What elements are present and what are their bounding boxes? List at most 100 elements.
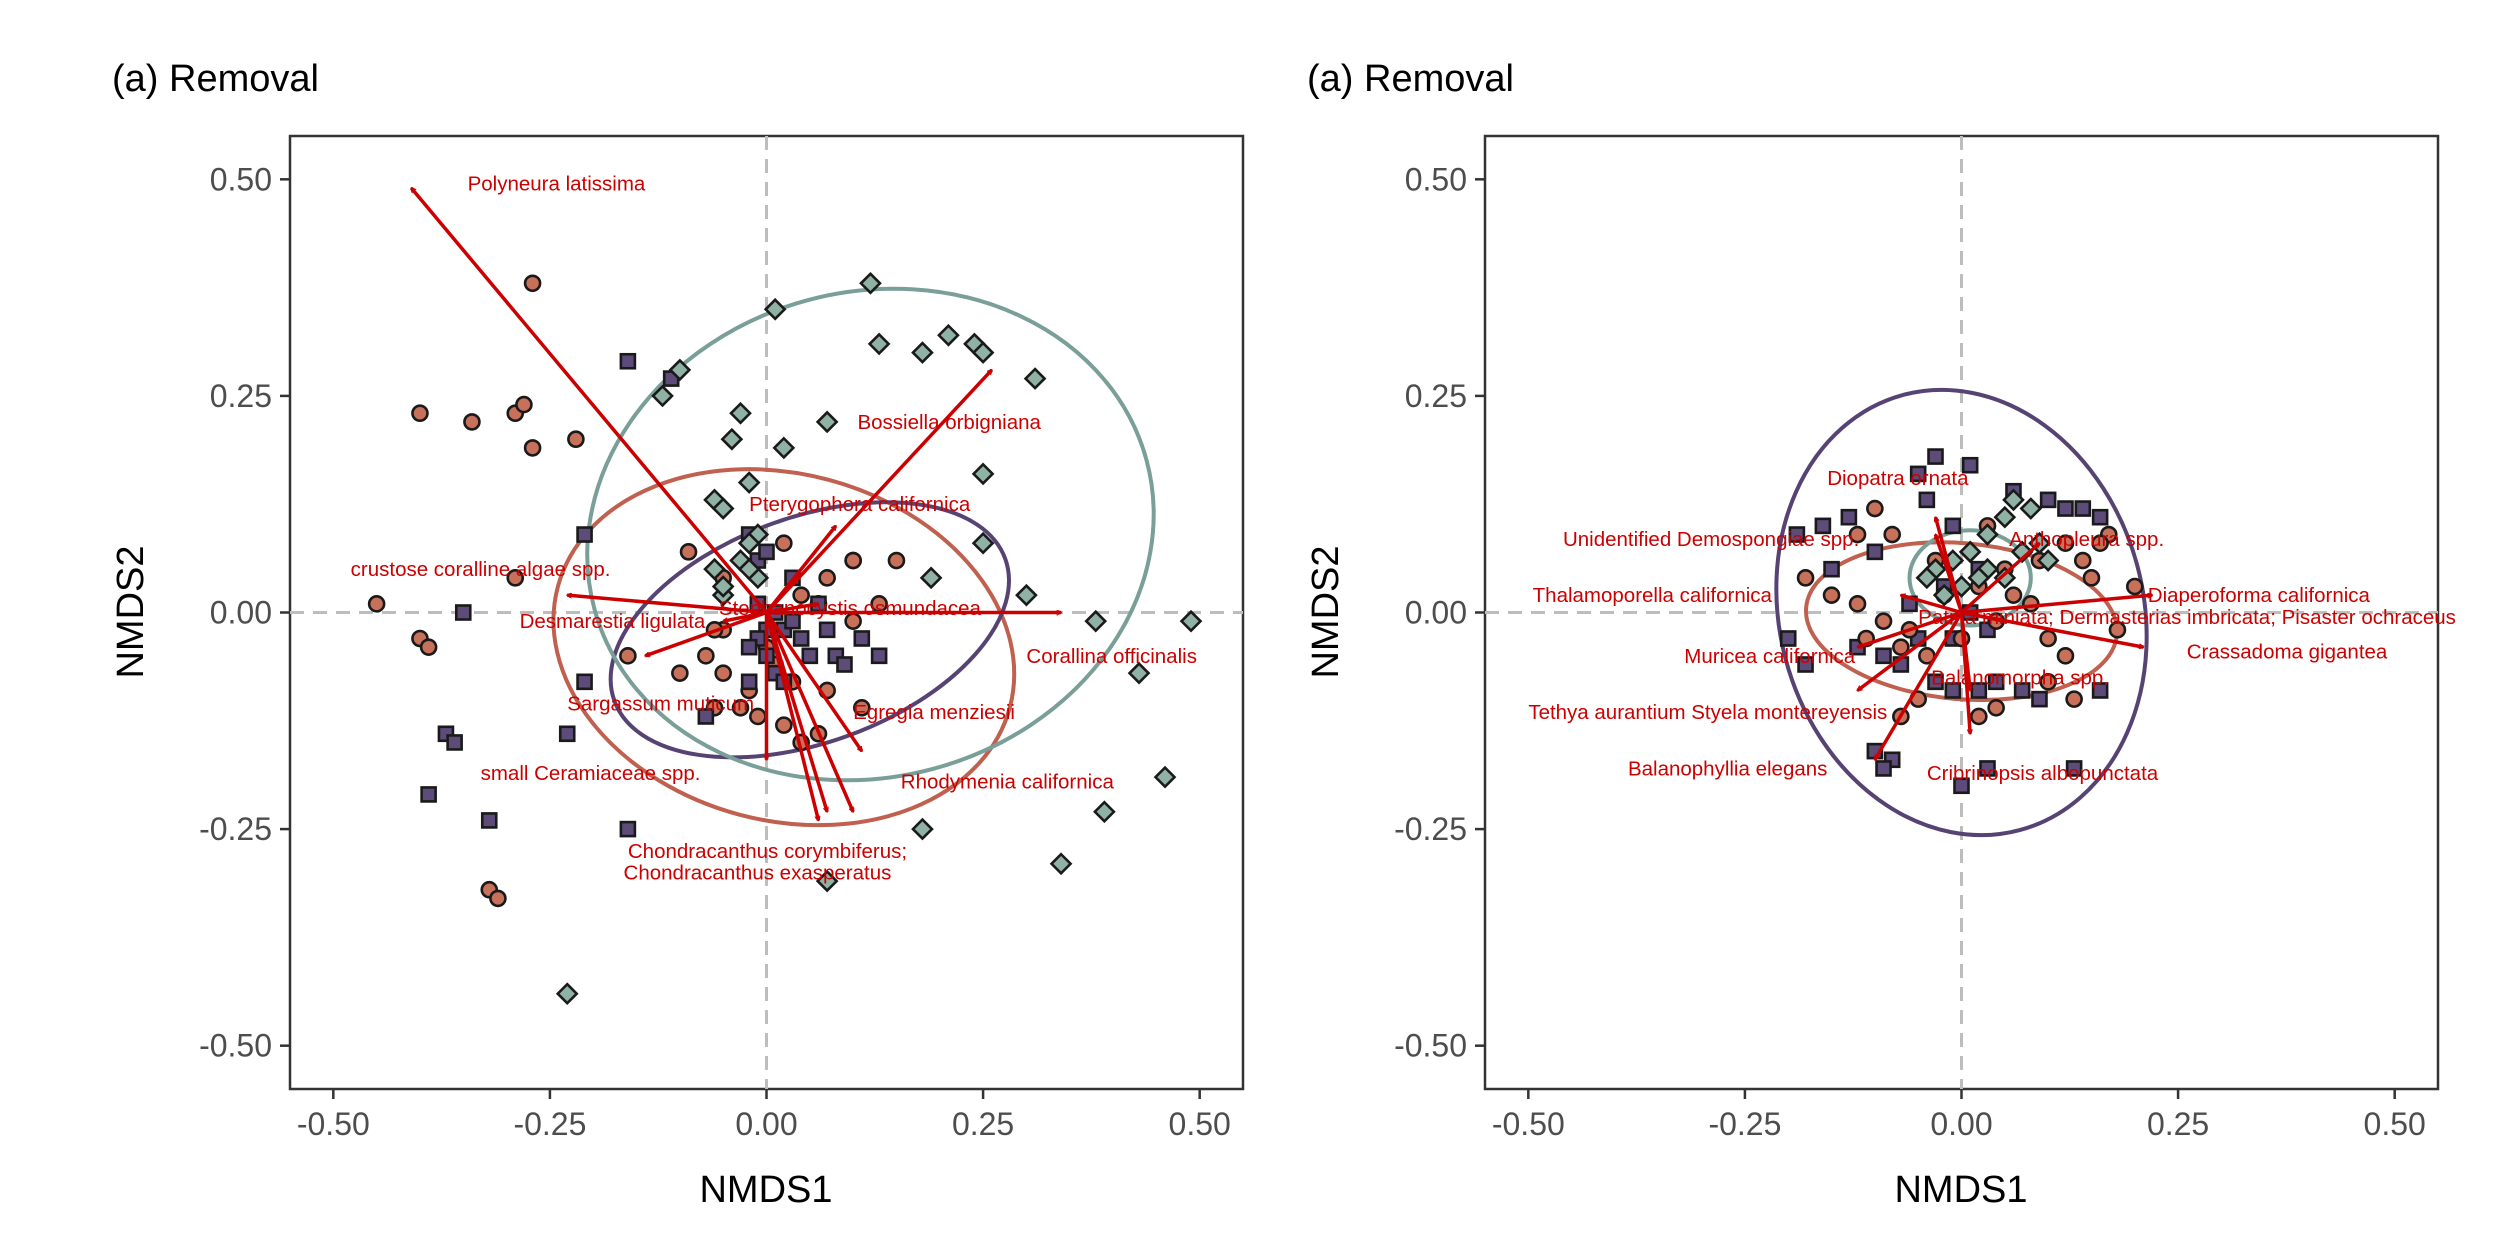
data-point-circle	[1970, 707, 1988, 726]
panel-left-x-axis-title: NMDS1	[699, 1169, 832, 1211]
data-point-circle	[714, 664, 732, 682]
species-vector-arrow	[764, 611, 855, 812]
data-point-circle	[2056, 534, 2075, 552]
data-point-circle	[2039, 673, 2057, 691]
data-point-diamond	[1179, 609, 1203, 633]
data-point-square	[1961, 456, 1979, 474]
species-vector-label: Unidentified Demospongiae spp.	[1563, 528, 1859, 551]
data-point-circle	[2108, 621, 2127, 639]
data-point-diamond	[711, 575, 735, 598]
data-point-square	[2065, 760, 2083, 777]
species-vector-arrow	[765, 370, 992, 614]
data-point-diamond	[651, 384, 674, 408]
data-point-diamond	[2010, 540, 2034, 564]
data-point-diamond	[867, 332, 891, 356]
data-point-circle	[367, 595, 386, 613]
x-tick-label: -0.50	[1492, 1106, 1565, 1142]
data-point-square	[697, 708, 715, 725]
species-vector-arrow	[1901, 595, 1962, 615]
data-point-circle	[679, 543, 698, 561]
data-point-diamond	[2036, 549, 2060, 572]
data-point-diamond	[1153, 765, 1177, 789]
data-point-diamond	[911, 817, 934, 841]
data-point-square	[480, 812, 498, 829]
species-vector-arrow	[765, 611, 864, 752]
data-point-square	[792, 630, 810, 647]
data-point-square	[2039, 491, 2057, 509]
y-tick-label: 0.25	[1405, 378, 1467, 414]
data-point-square	[1823, 560, 1840, 578]
confidence-ellipse-circle-group	[551, 467, 1017, 828]
species-vector-arrow	[1959, 612, 1971, 734]
panel-left-arrows	[409, 188, 1061, 820]
species-vector-arrow	[764, 611, 828, 812]
species-vector-label: Bossiella orbigniana	[857, 411, 1041, 434]
data-point-circle	[818, 569, 836, 587]
data-point-diamond	[711, 497, 735, 520]
data-point-circle	[775, 716, 793, 734]
data-point-circle	[489, 889, 507, 908]
species-vector-arrow	[1960, 543, 2040, 614]
data-point-square	[870, 647, 888, 665]
y-tick-label: 0.50	[1405, 161, 1467, 197]
x-tick-label: 0.25	[952, 1106, 1014, 1142]
data-point-circle	[515, 395, 533, 414]
species-vector-label: Sargassum muticum	[567, 692, 754, 715]
data-point-square	[2091, 682, 2109, 699]
data-point-circle	[844, 551, 862, 570]
data-point-circle	[2082, 569, 2101, 587]
species-vector-label: Chondracanthus exasperatus	[624, 861, 892, 884]
data-point-diamond	[1993, 505, 2017, 529]
data-point-diamond	[1915, 566, 1939, 590]
data-point-square	[1987, 673, 2005, 691]
data-point-circle	[1796, 569, 1815, 587]
data-point-circle	[1848, 525, 1867, 544]
data-point-circle	[1822, 586, 1841, 604]
data-point-square	[740, 638, 758, 656]
data-point-square	[1840, 508, 1858, 526]
data-point-diamond	[971, 462, 995, 486]
data-point-diamond	[1049, 852, 1073, 876]
species-vector-label: Balanophyllia elegans	[1628, 757, 1827, 780]
x-tick-label: 0.50	[1169, 1106, 1231, 1142]
panel-left: (a) Removal Polyneura latissima Bossiella…	[110, 58, 1245, 1211]
data-point-square	[1866, 543, 1884, 561]
panel-left-plot: Polyneura latissima Bossiella orbigniana P…	[288, 134, 1245, 1091]
data-point-square	[1927, 673, 1944, 691]
data-point-circle	[419, 638, 438, 656]
data-point-square	[619, 820, 637, 838]
x-tick-label: 0.25	[2147, 1106, 2209, 1142]
data-point-square	[420, 786, 437, 803]
species-vector-label: Muricea californica	[1684, 645, 1855, 668]
panel-right-title: (a) Removal	[1307, 58, 1514, 100]
data-point-circle	[523, 439, 542, 457]
y-tick-label: 0.50	[210, 161, 272, 197]
x-tick-label: -0.50	[297, 1106, 370, 1142]
y-tick-label: 0.00	[1405, 595, 1467, 631]
species-vector-label: Chondracanthus corymbiferus;	[628, 840, 907, 863]
panel-right-reference-lines	[1485, 136, 2438, 1089]
species-vector-label: crustose coralline algae spp.	[351, 558, 611, 581]
panel-right-plot: Diopatra ornata Unidentified Demospongiae…	[1483, 134, 2456, 1091]
data-point-diamond	[737, 471, 761, 494]
species-vector-arrow	[765, 526, 838, 614]
species-vector-label: Crassadoma gigantea	[2187, 640, 2388, 663]
data-point-circle	[2091, 534, 2109, 552]
panel-left-ellipses	[551, 286, 1156, 828]
data-point-circle	[2065, 690, 2083, 708]
data-point-square	[1814, 517, 1832, 535]
species-vector-arrow	[1961, 610, 2144, 648]
data-point-circle	[731, 698, 750, 717]
data-point-diamond	[737, 557, 761, 581]
data-point-circle	[619, 647, 637, 665]
data-point-diamond	[971, 341, 995, 364]
panel-left-title: (a) Removal	[112, 58, 319, 100]
data-point-circle	[2039, 629, 2057, 648]
data-point-circle	[1866, 499, 1884, 518]
data-point-square	[1979, 760, 1996, 777]
data-point-square	[1779, 630, 1797, 647]
data-point-diamond	[729, 401, 752, 425]
data-point-circle	[463, 413, 481, 431]
data-point-diamond	[815, 869, 839, 893]
data-point-diamond	[971, 531, 995, 555]
